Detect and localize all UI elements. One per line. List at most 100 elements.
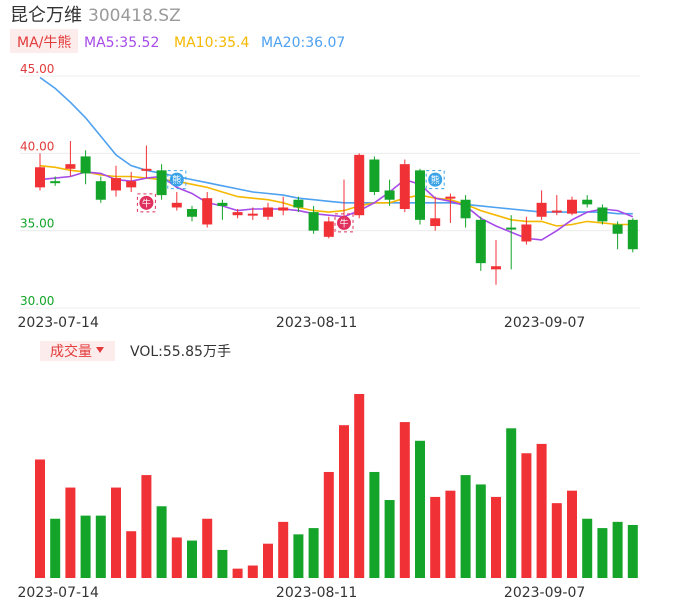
volume-bar (35, 459, 45, 578)
candle (308, 205, 319, 234)
candle (126, 171, 137, 192)
candle (50, 176, 61, 186)
candle-body (111, 178, 121, 191)
marker-text: 熊 (431, 174, 440, 186)
candle-body (506, 227, 517, 230)
candle (65, 140, 76, 177)
volume-bar (293, 534, 304, 578)
candle (445, 193, 456, 223)
volume-bar (50, 518, 61, 578)
volume-bar (141, 475, 152, 578)
candle (217, 199, 228, 220)
candle (536, 190, 547, 220)
ma-indicator-label[interactable]: MA/牛熊 (17, 35, 71, 51)
volume-bar (156, 506, 167, 578)
candle (460, 195, 471, 228)
volume-bar (263, 543, 273, 578)
candle (263, 202, 273, 220)
candle (354, 153, 365, 219)
candle-body (460, 199, 471, 219)
marker-frame (167, 170, 187, 190)
volume-bar (171, 537, 182, 578)
ma5-line (39, 171, 634, 241)
candle (80, 150, 91, 185)
candle (491, 239, 501, 285)
candle-body (308, 212, 319, 231)
price-grid: 45.00 40.00 35.00 30.00 (20, 62, 640, 309)
bear-marker-icon[interactable]: 熊 (167, 170, 187, 190)
marker-frame (425, 170, 445, 190)
candle-body (597, 207, 608, 222)
volume-bar (111, 487, 121, 578)
volume-bar (491, 496, 501, 578)
candle (597, 204, 608, 225)
candle (521, 216, 532, 245)
marker-frame (136, 193, 156, 213)
volume-bars (35, 394, 638, 578)
candle (187, 205, 197, 222)
candle-body (95, 181, 106, 200)
candle-body (399, 164, 410, 210)
candlesticks (35, 140, 638, 285)
candle-body (171, 202, 182, 208)
x-date-label: 2023-09-07 (504, 315, 585, 331)
stock-name: 昆仑万维 (10, 5, 82, 26)
ma20-line (39, 76, 633, 215)
ma10-line (39, 164, 633, 227)
triangle-down-icon[interactable] (96, 347, 104, 353)
candle-body (141, 168, 152, 171)
y-tick-label: 30.00 (20, 294, 54, 308)
candle-body (551, 210, 562, 213)
candle (567, 196, 577, 216)
candle-body (35, 167, 45, 188)
candle-body (415, 170, 425, 220)
marker-badge (139, 195, 154, 210)
x-date-label: 2023-07-14 (18, 315, 99, 331)
candle (323, 216, 334, 239)
candle-body (187, 209, 197, 217)
candle-body (247, 213, 258, 216)
candle-body (430, 218, 441, 227)
candle (506, 215, 517, 270)
candle-body (582, 199, 593, 205)
candle (293, 196, 304, 213)
volume-bar (187, 540, 197, 578)
candle-body (567, 199, 577, 214)
volume-bar (551, 503, 562, 578)
x-date-label: 2023-07-14 (18, 585, 99, 601)
bull-marker-icon[interactable]: 牛 (334, 213, 354, 233)
x-date-label: 2023-08-11 (276, 585, 357, 601)
marker-badge (169, 172, 184, 187)
candle-body (491, 266, 501, 270)
candle (95, 176, 106, 203)
candle (612, 221, 623, 250)
volume-indicator-label[interactable]: 成交量 (50, 343, 92, 360)
candle (35, 153, 45, 191)
x-date-label: 2023-08-11 (276, 315, 357, 331)
volume-bar (247, 565, 258, 578)
y-tick-label: 45.00 (20, 62, 54, 76)
candle-body (536, 202, 547, 217)
volume-bar (627, 524, 638, 578)
bull-marker-icon[interactable]: 牛 (136, 193, 156, 213)
volume-bar (126, 531, 137, 578)
volume-bar (460, 475, 471, 578)
candle (582, 195, 593, 208)
volume-indicator-tab[interactable] (40, 341, 115, 361)
bear-marker-icon[interactable]: 熊 (425, 170, 445, 190)
candle (111, 165, 121, 197)
candle (399, 159, 410, 213)
ma5-legend: MA5:35.52 (84, 35, 159, 51)
candle (202, 192, 213, 228)
candle (551, 195, 562, 216)
y-tick-label: 40.00 (20, 139, 54, 153)
candle (232, 209, 243, 219)
volume-bar (80, 515, 91, 578)
volume-value: VOL:55.85万手 (130, 344, 231, 360)
candle-body (263, 207, 273, 217)
candle (141, 145, 152, 179)
candle (384, 179, 395, 206)
marker-text: 牛 (142, 197, 151, 209)
volume-bar (415, 440, 425, 578)
ma-indicator-tab[interactable] (10, 29, 78, 53)
